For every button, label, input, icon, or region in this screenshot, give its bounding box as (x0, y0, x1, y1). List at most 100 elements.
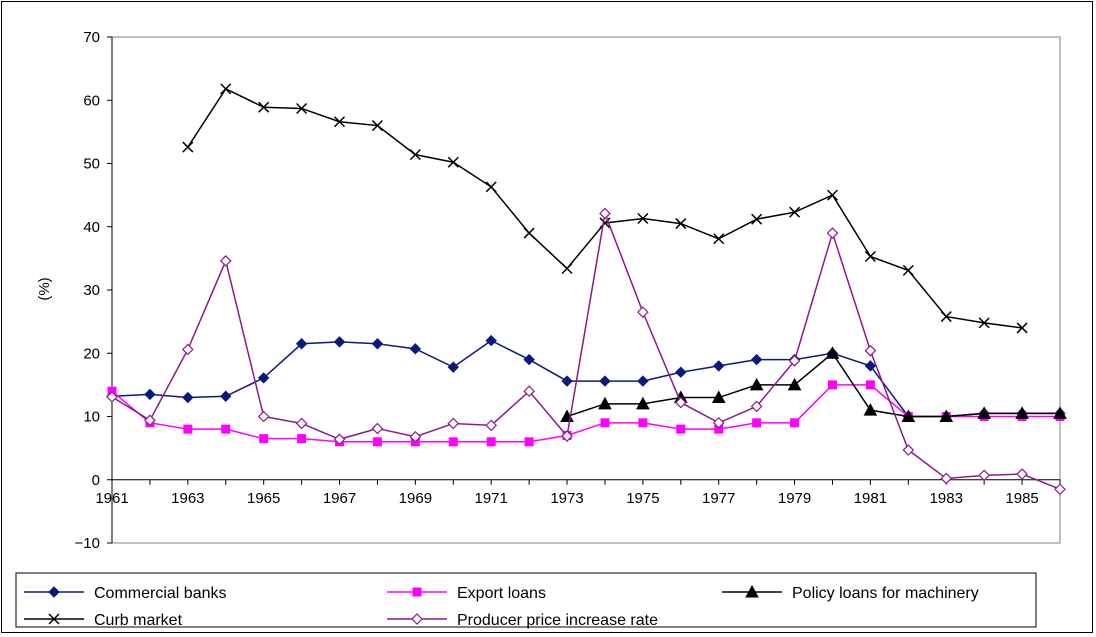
data-point (827, 380, 837, 390)
data-point (675, 366, 687, 378)
data-point (524, 437, 534, 447)
y-axis-label: (%) (36, 277, 53, 300)
data-point (409, 149, 421, 161)
data-point (257, 410, 270, 423)
data-point (106, 391, 118, 403)
y-tick-label: 40 (83, 219, 100, 236)
x-tick-label: 1961 (95, 490, 128, 507)
series-policy-loans-for-machinery (560, 346, 1067, 422)
data-point (978, 469, 991, 482)
data-point (599, 217, 611, 229)
x-tick-label: 1973 (550, 490, 583, 507)
y-tick-label: 60 (83, 92, 100, 109)
data-point (183, 424, 193, 434)
data-point (372, 437, 382, 447)
series-line (111, 384, 1060, 443)
data-point (447, 156, 459, 168)
data-point (751, 213, 763, 225)
legend-item: Producer price increase rate (387, 612, 658, 629)
series-curb-market (182, 83, 1028, 334)
legend: Commercial banks Export loans Policy loans… (24, 584, 979, 629)
legend-marker (412, 587, 422, 597)
x-tick-label: 1985 (1005, 490, 1038, 507)
data-point (409, 343, 422, 355)
x-tick-label: 1983 (930, 490, 963, 507)
data-point (1016, 322, 1028, 334)
data-point (257, 372, 270, 384)
y-tick-label: 10 (83, 409, 100, 426)
legend-item: Curb market (24, 612, 183, 629)
data-point (1015, 406, 1029, 419)
data-point (977, 406, 992, 419)
x-tick-label: 1963 (171, 490, 204, 507)
y-tick-label: 20 (83, 345, 100, 362)
data-point (978, 317, 990, 329)
legend-label: Curb market (94, 612, 183, 629)
data-point (750, 353, 763, 366)
data-point (1054, 483, 1066, 496)
x-tick-label: 1975 (626, 490, 659, 507)
data-point (297, 434, 307, 444)
data-point (1053, 406, 1067, 419)
data-point (940, 472, 953, 485)
x-tick-label: 1971 (475, 490, 508, 507)
data-point (711, 390, 726, 404)
data-point (674, 396, 687, 409)
plot-area (111, 36, 1061, 544)
data-point (523, 353, 535, 366)
data-point (144, 388, 156, 401)
data-point (486, 437, 496, 447)
data-point (790, 418, 800, 428)
legend-label: Producer price increase rate (457, 612, 658, 629)
data-point (638, 418, 648, 428)
series-line (566, 352, 1060, 418)
legend-item: Commercial banks (24, 585, 226, 602)
x-tick-label: 1977 (702, 490, 735, 507)
data-point (864, 344, 877, 357)
y-tick-label: −10 (75, 535, 100, 552)
data-point (258, 101, 270, 113)
data-point (865, 380, 875, 390)
data-point (333, 336, 346, 348)
data-point (939, 409, 954, 422)
y-tick-label: 70 (83, 29, 100, 46)
data-point (788, 354, 801, 367)
data-point (561, 262, 573, 275)
data-point (295, 417, 308, 430)
legend-marker (48, 586, 60, 598)
x-tick-label: 1981 (854, 490, 887, 507)
series-producer-price-increase-rate (106, 207, 1066, 496)
data-point (333, 433, 346, 446)
data-point (447, 361, 459, 373)
data-point (220, 390, 232, 402)
data-point (333, 116, 346, 128)
data-point (712, 416, 725, 429)
data-point (863, 403, 878, 416)
data-point (485, 181, 497, 193)
data-point (864, 250, 876, 263)
y-tick-label: 0 (92, 472, 100, 489)
data-point (371, 422, 384, 435)
legend-item: Export loans (387, 585, 546, 602)
series-line (111, 210, 1061, 490)
data-point (485, 419, 498, 432)
data-point (826, 189, 839, 201)
data-point (901, 409, 916, 422)
data-point (221, 424, 231, 434)
legend-label: Policy loans for machinery (792, 585, 979, 602)
data-point (598, 396, 612, 410)
data-point (902, 264, 914, 276)
data-point (713, 360, 725, 372)
x-tick-label: 1979 (778, 490, 811, 507)
data-point (864, 360, 877, 372)
data-point (448, 437, 458, 447)
data-point (752, 418, 762, 428)
data-point (144, 414, 156, 427)
data-point (599, 207, 611, 220)
legend-label: Commercial banks (94, 585, 226, 602)
data-point (295, 338, 308, 350)
data-point (787, 377, 802, 391)
data-point (561, 375, 573, 387)
data-point (826, 227, 839, 239)
data-point (181, 343, 194, 356)
